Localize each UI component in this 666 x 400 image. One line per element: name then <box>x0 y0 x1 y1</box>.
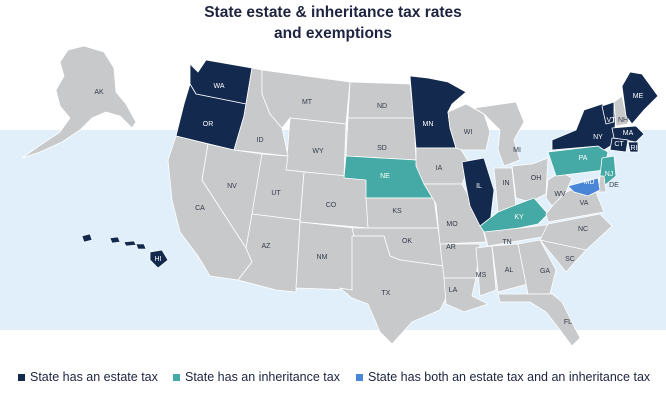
legend-swatch-estate <box>18 373 25 381</box>
state-nd <box>347 81 415 119</box>
state-mo <box>423 183 487 245</box>
state-ia <box>415 147 471 185</box>
state-ct <box>609 137 629 153</box>
state-label-mo: MO <box>446 221 458 228</box>
state-ma <box>611 125 645 143</box>
state-label-ks: KS <box>392 208 402 215</box>
state-label-wi: WI <box>464 129 473 136</box>
state-labels: AK HI WA OR CA ID NV MT WY UT AZ CO NM ND SD NE KS OK TX MN… <box>94 83 643 326</box>
state-vt <box>601 101 615 125</box>
state-label-tn: TN <box>502 239 511 246</box>
state-fl <box>497 293 581 347</box>
state-label-ga: GA <box>540 268 550 275</box>
title-line-2: and exemptions <box>274 25 392 42</box>
state-ks <box>365 197 439 229</box>
state-label-de: DE <box>609 182 619 189</box>
state-label-al: AL <box>505 267 514 274</box>
state-label-ia: IA <box>436 165 443 172</box>
state-ga <box>517 239 557 295</box>
state-ak <box>21 45 137 159</box>
state-label-va: VA <box>580 200 589 207</box>
legend-swatch-both <box>356 373 363 381</box>
state-label-or: OR <box>203 121 214 128</box>
state-nh <box>613 95 629 127</box>
state-label-ri: RI <box>631 145 638 152</box>
state-label-ne: NE <box>380 173 390 180</box>
state-label-ms: MS <box>476 272 487 279</box>
state-label-mt: MT <box>302 99 313 106</box>
state-hi <box>149 249 169 269</box>
state-label-sc: SC <box>565 256 575 263</box>
state-label-wa: WA <box>213 83 224 90</box>
state-hi-island-3 <box>123 240 137 247</box>
state-label-nh: NH <box>618 117 628 124</box>
state-label-sd: SD <box>377 145 387 152</box>
state-label-co: CO <box>326 202 337 209</box>
state-hi-island-2 <box>109 236 121 244</box>
state-mi <box>473 101 525 167</box>
state-label-nv: NV <box>227 183 237 190</box>
state-sd <box>345 117 417 161</box>
state-label-ny: NY <box>593 134 603 141</box>
state-label-la: LA <box>449 287 458 294</box>
legend-item-both: State has both an estate tax and an inhe… <box>356 368 650 386</box>
state-label-ak: AK <box>94 89 104 96</box>
state-nc <box>539 213 613 251</box>
state-label-mi: MI <box>513 147 521 154</box>
state-oh <box>511 157 549 203</box>
legend-label-inheritance: State has an inheritance tax <box>185 370 340 384</box>
state-label-ky: KY <box>514 214 524 221</box>
state-hi-island-4 <box>135 243 147 250</box>
state-ri <box>627 141 639 153</box>
legend-label-both: State has both an estate tax and an inhe… <box>368 370 651 384</box>
state-label-nj: NJ <box>605 171 614 178</box>
title-line-1: State estate & inheritance tax rates <box>204 4 462 21</box>
state-label-fl: FL <box>564 319 572 326</box>
state-tx <box>339 235 451 345</box>
state-label-ca: CA <box>195 205 205 212</box>
state-label-md: MD <box>584 179 595 186</box>
state-label-in: IN <box>503 180 510 187</box>
state-co <box>299 171 371 229</box>
state-ms <box>475 245 497 297</box>
state-label-il: IL <box>476 183 482 190</box>
legend-item-inheritance: State has an inheritance tax <box>173 368 340 386</box>
state-label-ar: AR <box>446 244 456 251</box>
state-label-oh: OH <box>531 175 542 182</box>
state-label-ok: OK <box>402 238 412 245</box>
state-label-me: ME <box>633 93 644 100</box>
state-me <box>621 71 659 125</box>
state-label-mn: MN <box>423 121 434 128</box>
legend-item-estate: State has an estate tax <box>18 368 158 386</box>
state-shapes <box>21 45 659 347</box>
legend-label-estate: State has an estate tax <box>30 370 158 384</box>
state-label-ut: UT <box>271 190 281 197</box>
state-wi <box>447 103 491 151</box>
state-label-wv: WV <box>554 191 566 198</box>
state-label-nd: ND <box>377 103 387 110</box>
map-title: State estate & inheritance tax rates and… <box>0 2 666 44</box>
state-label-nm: NM <box>317 254 328 261</box>
state-label-hi: HI <box>155 256 162 263</box>
legend-swatch-inheritance <box>173 373 180 381</box>
state-la <box>443 277 489 313</box>
state-hi-island-1 <box>81 233 93 243</box>
legend: State has an estate tax State has an inh… <box>18 368 658 386</box>
state-label-id: ID <box>257 137 264 144</box>
state-label-ma: MA <box>623 130 634 137</box>
state-label-tx: TX <box>382 290 391 297</box>
state-label-ct: CT <box>614 141 624 148</box>
state-label-az: AZ <box>262 243 272 250</box>
state-md <box>567 177 601 197</box>
state-label-vt: VT <box>607 117 617 124</box>
state-label-pa: PA <box>579 155 588 162</box>
state-label-wy: WY <box>312 148 324 155</box>
state-label-nc: NC <box>578 226 588 233</box>
